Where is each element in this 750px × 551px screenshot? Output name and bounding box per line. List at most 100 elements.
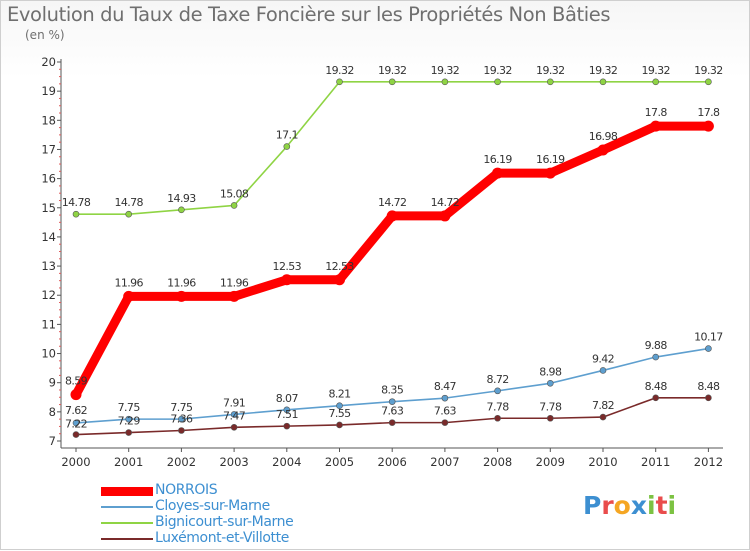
data-point-cloyes-sur-marne — [441, 394, 449, 402]
data-label-bignicourt-sur-marne: 19.32 — [325, 64, 354, 77]
x-tick-label: 2000 — [61, 455, 90, 469]
data-point-cloyes-sur-marne — [336, 402, 343, 410]
data-label-cloyes-sur-marne: 8.98 — [539, 365, 562, 378]
data-label-luxemont-et-villotte: 8.48 — [697, 380, 720, 393]
y-tick-label: 13 — [41, 259, 56, 273]
y-tick-label: 15 — [41, 201, 56, 215]
data-point-cloyes-sur-marne — [125, 415, 132, 423]
data-point-cloyes-sur-marne — [72, 419, 80, 427]
x-tick-label: 2011 — [641, 455, 670, 469]
data-label-cloyes-sur-marne: 8.21 — [328, 388, 350, 401]
data-point-bignicourt-sur-marne — [494, 78, 501, 86]
x-axis-ticks: 2000 2001 2002 2003 2004 2005 2006 2007 2008 2009… — [61, 448, 723, 469]
y-tick-label: 14 — [41, 230, 56, 244]
data-point-norrois — [228, 290, 240, 302]
data-label-luxemont-et-villotte: 7.63 — [381, 405, 404, 418]
data-point-cloyes-sur-marne — [283, 406, 291, 414]
data-label-bignicourt-sur-marne: 19.32 — [589, 64, 618, 77]
data-point-bignicourt-sur-marne — [283, 143, 291, 150]
data-label-bignicourt-sur-marne: 19.32 — [536, 64, 565, 77]
data-label-luxemont-et-villotte: 7.22 — [65, 418, 87, 431]
legend-swatch — [101, 538, 153, 540]
y-tick-label: 18 — [41, 113, 56, 127]
y-tick-label: 9 — [49, 376, 56, 390]
data-point-luxemont-et-villotte — [546, 414, 554, 422]
x-tick-label: 2001 — [114, 455, 143, 469]
data-point-bignicourt-sur-marne — [125, 210, 132, 218]
data-label-cloyes-sur-marne: 7.75 — [118, 401, 141, 414]
data-point-luxemont-et-villotte — [652, 394, 660, 402]
data-point-norrois — [439, 210, 451, 222]
y-tick-label: 17 — [41, 142, 56, 156]
y-tick-label: 11 — [41, 317, 56, 331]
data-label-luxemont-et-villotte: 7.78 — [539, 400, 562, 413]
chart-title: Evolution du Taux de Taxe Foncière sur l… — [7, 3, 611, 26]
data-label-norrois: 12.53 — [325, 260, 354, 273]
x-tick-label: 2002 — [167, 455, 196, 469]
data-point-bignicourt-sur-marne — [388, 78, 396, 86]
data-label-norrois: 16.19 — [536, 153, 565, 166]
data-point-cloyes-sur-marne — [546, 379, 554, 387]
data-label-luxemont-et-villotte: 7.82 — [592, 399, 614, 412]
data-point-luxemont-et-villotte — [494, 414, 501, 422]
data-point-luxemont-et-villotte — [72, 431, 80, 438]
data-label-cloyes-sur-marne: 10.17 — [694, 331, 723, 344]
data-label-luxemont-et-villotte: 7.55 — [328, 407, 351, 420]
data-label-bignicourt-sur-marne: 17.1 — [276, 129, 298, 142]
series-lines — [70, 78, 714, 438]
data-point-cloyes-sur-marne — [705, 345, 712, 352]
y-tick-label: 7 — [49, 434, 56, 448]
y-tick-label: 20 — [41, 55, 56, 69]
data-label-cloyes-sur-marne: 8.35 — [381, 384, 404, 397]
data-point-luxemont-et-villotte — [705, 394, 712, 402]
data-point-luxemont-et-villotte — [388, 419, 396, 426]
x-tick-label: 2009 — [536, 455, 565, 469]
data-label-cloyes-sur-marne: 9.42 — [592, 352, 614, 365]
legend-label: Bignicourt-sur-Marne — [155, 514, 294, 530]
y-tick-label: 8 — [49, 405, 56, 419]
x-tick-label: 2005 — [325, 455, 354, 469]
x-tick-label: 2003 — [219, 455, 248, 469]
legend-label: Luxémont-et-Villotte — [155, 530, 289, 546]
data-point-bignicourt-sur-marne — [336, 78, 343, 86]
data-label-luxemont-et-villotte: 7.51 — [276, 408, 298, 421]
data-label-norrois: 14.72 — [431, 196, 460, 209]
data-label-norrois: 11.96 — [220, 276, 249, 289]
data-label-norrois: 17.8 — [697, 106, 720, 119]
data-labels: 8.59 11.96 11.96 11.96 12.53 12.53 14.72 14.72 1… — [62, 64, 724, 431]
data-point-cloyes-sur-marne — [230, 411, 238, 418]
data-point-bignicourt-sur-marne — [441, 78, 449, 86]
data-point-bignicourt-sur-marne — [705, 78, 712, 86]
data-label-bignicourt-sur-marne: 19.32 — [483, 64, 512, 77]
data-point-norrois — [702, 120, 714, 132]
data-label-norrois: 11.96 — [114, 276, 143, 289]
data-label-cloyes-sur-marne: 7.91 — [223, 396, 245, 409]
y-tick-label: 19 — [41, 84, 56, 98]
data-label-luxemont-et-villotte: 7.36 — [170, 413, 193, 426]
data-point-norrois — [544, 167, 556, 179]
data-label-bignicourt-sur-marne: 19.32 — [378, 64, 407, 77]
data-point-norrois — [334, 274, 345, 286]
data-point-bignicourt-sur-marne — [599, 78, 607, 86]
data-point-cloyes-sur-marne — [652, 353, 660, 361]
data-point-bignicourt-sur-marne — [652, 78, 660, 86]
data-point-cloyes-sur-marne — [599, 367, 607, 374]
data-label-norrois: 16.98 — [589, 130, 618, 143]
x-tick-label: 2008 — [483, 455, 512, 469]
data-label-luxemont-et-villotte: 7.63 — [434, 405, 457, 418]
data-point-norrois — [386, 210, 398, 222]
legend: NORROIS Cloyes-sur-Marne Bignicourt-sur-… — [101, 482, 361, 547]
legend-item-luxemont-et-villotte: Luxémont-et-Villotte — [101, 530, 361, 547]
data-label-norrois: 14.72 — [378, 196, 407, 209]
x-tick-label: 2004 — [272, 455, 301, 469]
data-label-bignicourt-sur-marne: 19.32 — [694, 64, 723, 77]
data-label-bignicourt-sur-marne: 19.32 — [431, 64, 460, 77]
legend-item-norrois: NORROIS — [101, 482, 361, 499]
data-point-luxemont-et-villotte — [441, 419, 449, 426]
data-point-norrois — [281, 274, 293, 286]
legend-label: NORROIS — [155, 482, 218, 498]
data-label-bignicourt-sur-marne: 14.78 — [114, 196, 143, 209]
x-tick-label: 2010 — [588, 455, 617, 469]
data-label-luxemont-et-villotte: 8.48 — [645, 380, 668, 393]
